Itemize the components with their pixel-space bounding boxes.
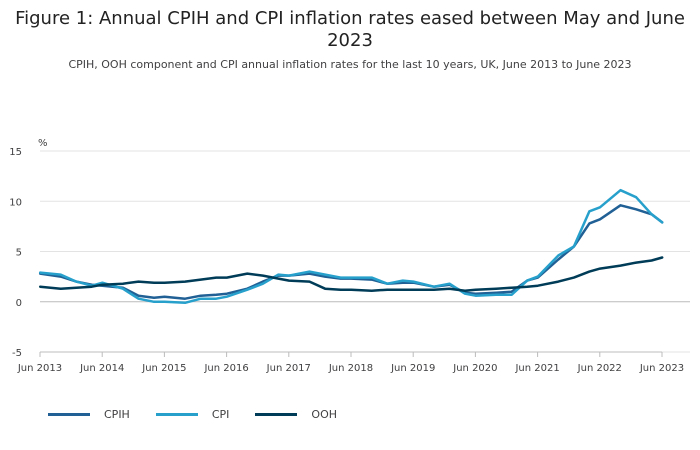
legend-item-cpi: CPI xyxy=(155,408,230,421)
x-tick-label: Jun 2022 xyxy=(577,363,622,374)
legend-label: CPIH xyxy=(104,408,130,421)
y-tick-label: -5 xyxy=(12,348,22,359)
y-axis-ticks: -5 0 5 10 15 xyxy=(9,147,22,359)
series-lines xyxy=(38,188,664,305)
x-tick-label: Jun 2018 xyxy=(328,363,373,374)
y-axis-label: % xyxy=(38,138,48,149)
gridlines xyxy=(40,150,690,353)
series-line-cpi xyxy=(38,188,664,305)
x-tick-label: Jun 2014 xyxy=(79,363,124,374)
legend-swatch xyxy=(48,413,90,416)
y-tick-label: 0 xyxy=(16,298,22,309)
x-tick-label: Jun 2019 xyxy=(390,363,435,374)
x-tick-label: Jun 2016 xyxy=(203,363,248,374)
x-tick-label: Jun 2015 xyxy=(141,363,186,374)
chart-title: Figure 1: Annual CPIH and CPI inflation … xyxy=(15,8,685,51)
legend-item-ooh: OOH xyxy=(255,408,337,421)
legend-label: OOH xyxy=(311,408,337,421)
series-line-ooh xyxy=(38,256,664,292)
x-tick-label: Jun 2021 xyxy=(514,363,559,374)
x-tick-label: Jun 2013 xyxy=(17,363,62,374)
x-tick-label: Jun 2020 xyxy=(452,363,497,374)
x-tick-label: Jun 2017 xyxy=(266,363,311,374)
legend-swatch xyxy=(155,413,198,416)
y-tick-label: 15 xyxy=(9,147,22,158)
legend: CPIH CPI OOH xyxy=(48,408,363,421)
x-tick-label: Jun 2023 xyxy=(639,363,684,374)
legend-swatch xyxy=(255,413,298,416)
y-tick-label: 10 xyxy=(9,197,22,208)
legend-item-cpih: CPIH xyxy=(48,408,130,421)
y-tick-label: 5 xyxy=(16,248,22,259)
x-axis: Jun 2013 Jun 2014 Jun 2015 Jun 2016 Jun 2017… xyxy=(17,351,684,374)
chart-subtitle: CPIH, OOH component and CPI annual infla… xyxy=(68,58,632,71)
legend-label: CPI xyxy=(211,408,230,421)
